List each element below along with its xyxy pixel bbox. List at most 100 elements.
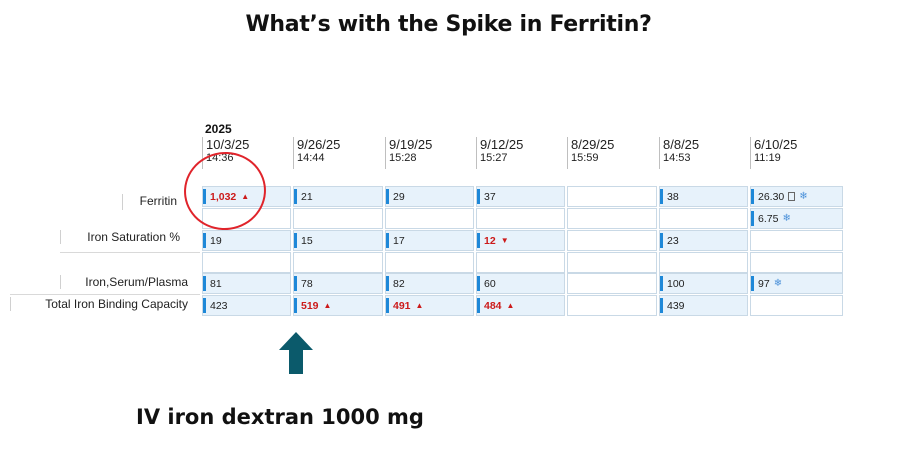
cell-value: 1,032	[210, 190, 237, 203]
cell-bar	[660, 189, 663, 204]
up-arrow-icon	[279, 332, 313, 374]
cell-value: 15	[301, 234, 313, 247]
cell-tibc[interactable]: 484 ▲	[476, 295, 565, 316]
high-flag-icon: ▲	[241, 192, 250, 201]
column-header[interactable]: 9/19/25 15:28	[385, 137, 432, 169]
cell-iron-serum[interactable]: 60	[476, 273, 565, 294]
cell-value: 29	[393, 190, 405, 203]
cell-iron-saturation[interactable]: 15	[293, 230, 383, 251]
cell-tibc[interactable]: 519 ▲	[293, 295, 383, 316]
caption: IV iron dextran 1000 mg	[136, 405, 424, 429]
cell-value: 37	[484, 190, 496, 203]
cell-ferritin[interactable]: 38	[659, 186, 748, 207]
cell-bar	[660, 276, 663, 291]
cell-ferritin[interactable]: 26.30 ❄	[750, 186, 843, 207]
cell-iron-saturation[interactable]: 12 ▼	[476, 230, 565, 251]
cell-ferritin-extra[interactable]: 6.75 ❄	[750, 208, 843, 229]
cell-ferritin[interactable]: 37	[476, 186, 565, 207]
cell-iron-serum[interactable]: 97 ❄	[750, 273, 843, 294]
cell-iron-saturation[interactable]: 19	[202, 230, 291, 251]
cell-ferritin[interactable]: 1,032 ▲	[202, 186, 291, 207]
document-icon[interactable]	[788, 192, 796, 201]
row-label-tibc: Total Iron Binding Capacity	[10, 297, 188, 311]
column-time: 11:19	[754, 152, 781, 164]
column-time: 15:27	[480, 152, 508, 164]
cell-value: 17	[393, 234, 405, 247]
cell-bar	[386, 298, 389, 313]
row-divider	[60, 252, 200, 253]
cell-iron-saturation[interactable]: 23	[659, 230, 748, 251]
high-flag-icon: ▲	[415, 301, 424, 310]
cell-tibc[interactable]: 439	[659, 295, 748, 316]
snowflake-icon: ❄	[773, 278, 783, 289]
cell-bar	[294, 233, 297, 248]
cell-value: 100	[667, 277, 685, 290]
cell-value: 12	[484, 234, 496, 247]
cell-tibc-empty[interactable]	[750, 295, 843, 316]
cell-iron-saturation[interactable]: 17	[385, 230, 474, 251]
cell-iron-saturation-empty[interactable]	[750, 230, 843, 251]
cell-value: 6.75	[758, 212, 779, 225]
column-header[interactable]: 9/26/25 14:44	[293, 137, 340, 169]
cell-value: 81	[210, 277, 222, 290]
cell-value: 23	[667, 234, 679, 247]
cell-iron-serum-empty[interactable]	[567, 273, 657, 294]
cell-tibc-empty[interactable]	[567, 295, 657, 316]
cell-ferritin[interactable]: 29	[385, 186, 474, 207]
cell-iron-serum[interactable]: 82	[385, 273, 474, 294]
cell-value: 82	[393, 277, 405, 290]
row-label-ferritin: Ferritin	[122, 194, 177, 210]
cell-value: 26.30	[758, 190, 785, 203]
cell-value: 38	[667, 190, 679, 203]
row-divider	[10, 294, 200, 295]
cell-empty	[567, 208, 657, 229]
cell-iron-saturation-empty[interactable]	[567, 230, 657, 251]
cell-value: 484	[484, 299, 502, 312]
cell-value: 78	[301, 277, 313, 290]
column-date: 10/3/25	[206, 137, 250, 152]
cell-empty	[385, 252, 474, 273]
cell-ferritin-empty[interactable]	[567, 186, 657, 207]
high-flag-icon: ▲	[323, 301, 332, 310]
cell-bar	[477, 233, 480, 248]
cell-empty	[567, 252, 657, 273]
row-label-iron-saturation: Iron Saturation %	[60, 230, 180, 244]
cell-bar	[660, 298, 663, 313]
column-header[interactable]: 6/10/25 11:19	[750, 137, 797, 169]
cell-bar	[660, 233, 663, 248]
low-flag-icon: ▼	[500, 236, 509, 245]
column-date: 8/8/25	[663, 137, 700, 152]
cell-empty	[293, 208, 383, 229]
column-header[interactable]: 8/29/25 15:59	[567, 137, 614, 169]
cell-empty	[476, 252, 565, 273]
cell-bar	[477, 276, 480, 291]
cell-ferritin[interactable]: 21	[293, 186, 383, 207]
cell-empty	[202, 252, 291, 273]
column-date: 9/19/25	[389, 137, 433, 152]
cell-bar	[203, 276, 206, 291]
cell-tibc[interactable]: 423	[202, 295, 291, 316]
cell-empty	[202, 208, 291, 229]
cell-iron-serum[interactable]: 78	[293, 273, 383, 294]
cell-value: 19	[210, 234, 222, 247]
cell-empty	[476, 208, 565, 229]
column-header[interactable]: 9/12/25 15:27	[476, 137, 523, 169]
cell-iron-serum[interactable]: 100	[659, 273, 748, 294]
cell-iron-serum[interactable]: 81	[202, 273, 291, 294]
cell-value: 21	[301, 190, 313, 203]
cell-tibc[interactable]: 491 ▲	[385, 295, 474, 316]
cell-bar	[751, 211, 754, 226]
column-time: 14:36	[206, 152, 234, 164]
cell-empty	[293, 252, 383, 273]
cell-bar	[203, 233, 206, 248]
page-title: What’s with the Spike in Ferritin?	[245, 12, 652, 37]
cell-empty	[659, 252, 748, 273]
column-header[interactable]: 8/8/25 14:53	[659, 137, 699, 169]
column-header[interactable]: 10/3/25 14:36	[202, 137, 249, 169]
cell-value: 491	[393, 299, 411, 312]
year-label: 2025	[205, 122, 232, 136]
cell-value: 519	[301, 299, 319, 312]
column-date: 9/26/25	[297, 137, 341, 152]
snowflake-icon: ❄	[782, 213, 791, 224]
cell-empty	[659, 208, 748, 229]
